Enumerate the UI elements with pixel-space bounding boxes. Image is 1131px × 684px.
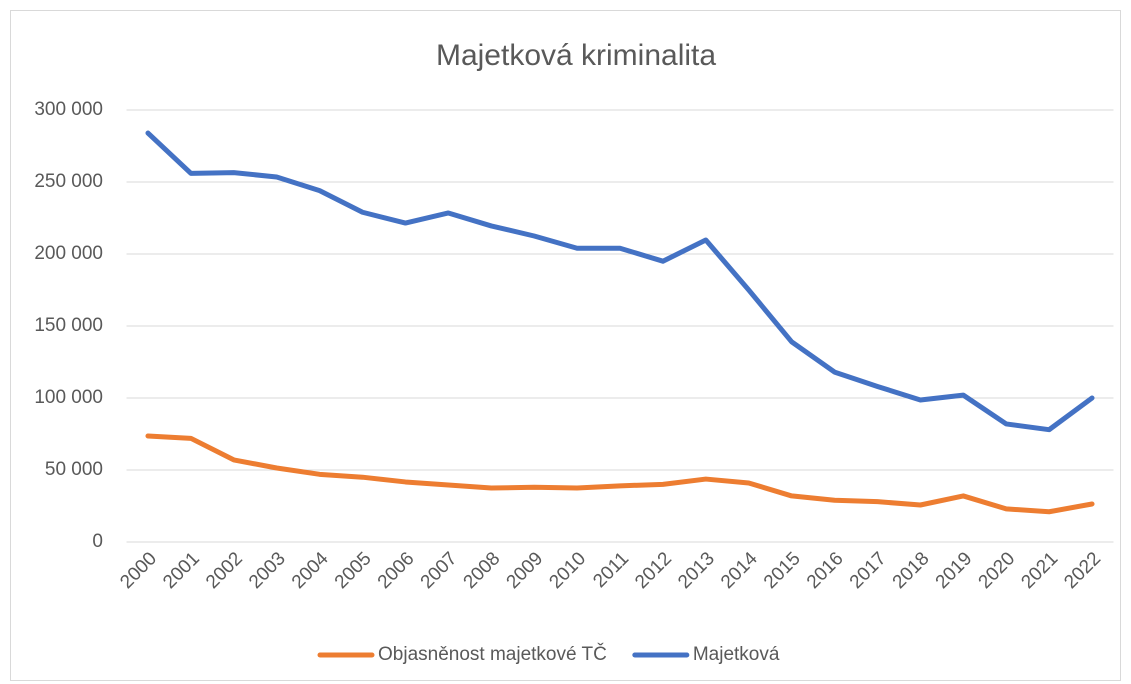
y-tick-label: 100 000 bbox=[34, 387, 103, 408]
y-tick-label: 300 000 bbox=[34, 99, 103, 120]
y-tick-label: 150 000 bbox=[34, 315, 103, 336]
y-tick-label: 50 000 bbox=[45, 459, 103, 480]
y-tick-label: 0 bbox=[92, 531, 103, 552]
data-line bbox=[145, 130, 1095, 433]
legend-label: Majetková bbox=[693, 644, 780, 665]
y-tick-label: 250 000 bbox=[34, 171, 103, 192]
data-line bbox=[145, 433, 1095, 515]
y-tick-label: 200 000 bbox=[34, 243, 103, 264]
chart-frame bbox=[10, 10, 1121, 681]
chart-title: Majetková kriminalita bbox=[436, 39, 716, 72]
legend-label: Objasněnost majetkové TČ bbox=[378, 643, 607, 665]
